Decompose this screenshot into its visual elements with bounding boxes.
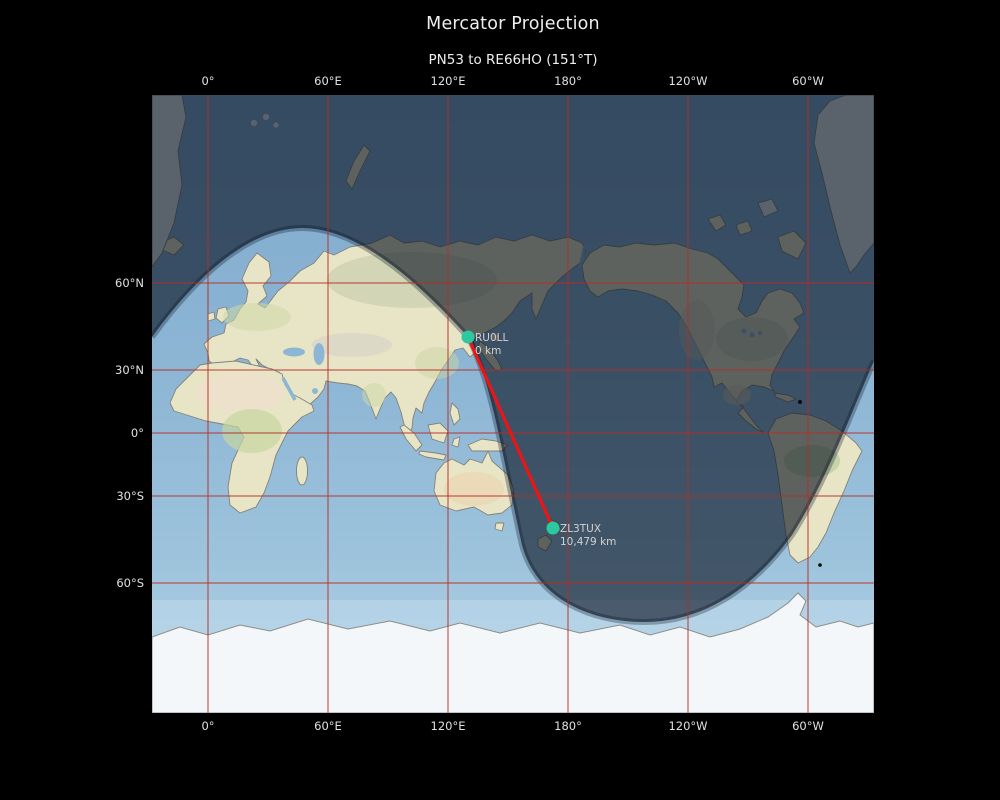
axis-tick-left: 0° [130, 426, 144, 440]
route-layer: RU0LL 0 km ZL3TUX 10,479 km [461, 330, 616, 548]
origin-callsign-label: RU0LL [475, 332, 509, 344]
origin-distance-label: 0 km [475, 345, 501, 357]
destination-marker [546, 521, 560, 535]
landmass-philippines [449, 402, 461, 426]
axis-tick-top: 60°W [792, 74, 824, 88]
axis-tick-bottom: 120°E [430, 719, 466, 733]
axis-tick-bottom: 120°W [668, 719, 708, 733]
day-night-terminator [152, 95, 874, 626]
great-circle-path [466, 335, 555, 530]
axis-tick-left: 60°N [115, 276, 144, 290]
destination-callsign-label: ZL3TUX [560, 523, 601, 535]
landmass-ireland [207, 311, 216, 322]
axis-tick-top: 60°E [314, 74, 342, 88]
destination-distance-label: 10,479 km [560, 536, 616, 548]
graticule [152, 95, 874, 713]
landmass-tasmania [494, 522, 505, 532]
axis-tick-top: 120°W [668, 74, 708, 88]
landmass-madagascar [296, 456, 308, 486]
map-canvas: RU0LL 0 km ZL3TUX 10,479 km [152, 95, 874, 713]
route-subtitle: PN53 to RE66HO (151°T) [428, 52, 598, 68]
axis-tick-left: 30°S [116, 489, 144, 503]
landmass-antarctica [152, 592, 874, 713]
axis-tick-left: 30°N [115, 363, 144, 377]
axis-tick-bottom: 0° [201, 719, 215, 733]
axis-tick-bottom: 60°W [792, 719, 824, 733]
origin-marker [461, 330, 475, 344]
page-title: Mercator Projection [426, 14, 600, 34]
landmass-sulawesi [451, 436, 461, 448]
axis-tick-bottom: 180° [554, 719, 582, 733]
axis-tick-top: 0° [201, 74, 215, 88]
axis-tick-bottom: 60°E [314, 719, 342, 733]
world-map: RU0LL 0 km ZL3TUX 10,479 km [152, 95, 874, 713]
axis-tick-top: 120°E [430, 74, 466, 88]
axis-tick-left: 60°S [116, 576, 144, 590]
landmass-java [418, 450, 447, 461]
axis-tick-top: 180° [554, 74, 582, 88]
